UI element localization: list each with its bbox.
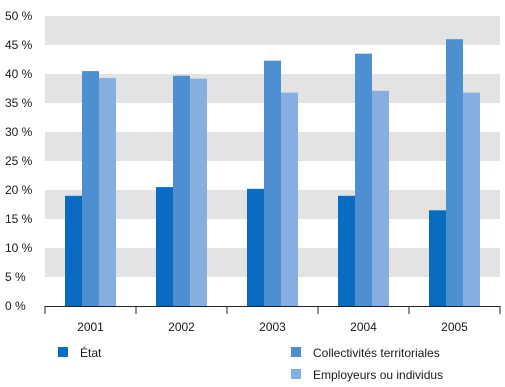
bar [173,75,190,307]
y-tick-label: 45 % [5,38,33,52]
legend-swatch [58,347,68,357]
legend-swatch [291,369,301,379]
x-tick-label: 2003 [259,320,286,334]
legend-label: État [80,345,102,360]
y-tick-label: 20 % [5,183,33,197]
x-tick-label: 2002 [168,320,195,334]
grid-band [45,16,500,45]
bar [446,39,463,306]
bar [156,187,173,306]
y-tick-label: 50 % [5,9,33,23]
y-tick-label: 35 % [5,96,33,110]
y-tick-label: 0 % [5,299,26,313]
bar [65,195,82,306]
x-tick-label: 2004 [350,320,377,334]
y-tick-label: 25 % [5,154,33,168]
bar [338,195,355,306]
legend-swatch [291,347,301,357]
bar [429,210,446,306]
x-axis: 2001 2002 2003 2004 2005 [44,306,501,334]
x-tick-label: 2001 [77,320,104,334]
bar [99,78,116,306]
legend: État Collectivités territoriales Employeur… [58,345,443,382]
bar [463,92,480,306]
bar [372,90,389,306]
bar [281,92,298,306]
bar [190,78,207,306]
legend-label: Collectivités territoriales [313,346,440,360]
x-tick-label: 2005 [441,320,468,334]
bar [82,71,99,306]
y-tick-label: 40 % [5,67,33,81]
y-tick-label: 15 % [5,212,33,226]
bar [264,60,281,306]
y-axis: 0 % 5 % 10 % 15 % 20 % 25 % 30 % 35 % 40 % 45 % 50… [5,9,33,313]
bar [247,188,264,306]
legend-label: Employeurs ou individus [313,368,443,382]
y-tick-label: 5 % [5,270,26,284]
bars [65,39,480,307]
bar [355,53,372,307]
y-tick-label: 10 % [5,241,33,255]
y-tick-label: 30 % [5,125,33,139]
